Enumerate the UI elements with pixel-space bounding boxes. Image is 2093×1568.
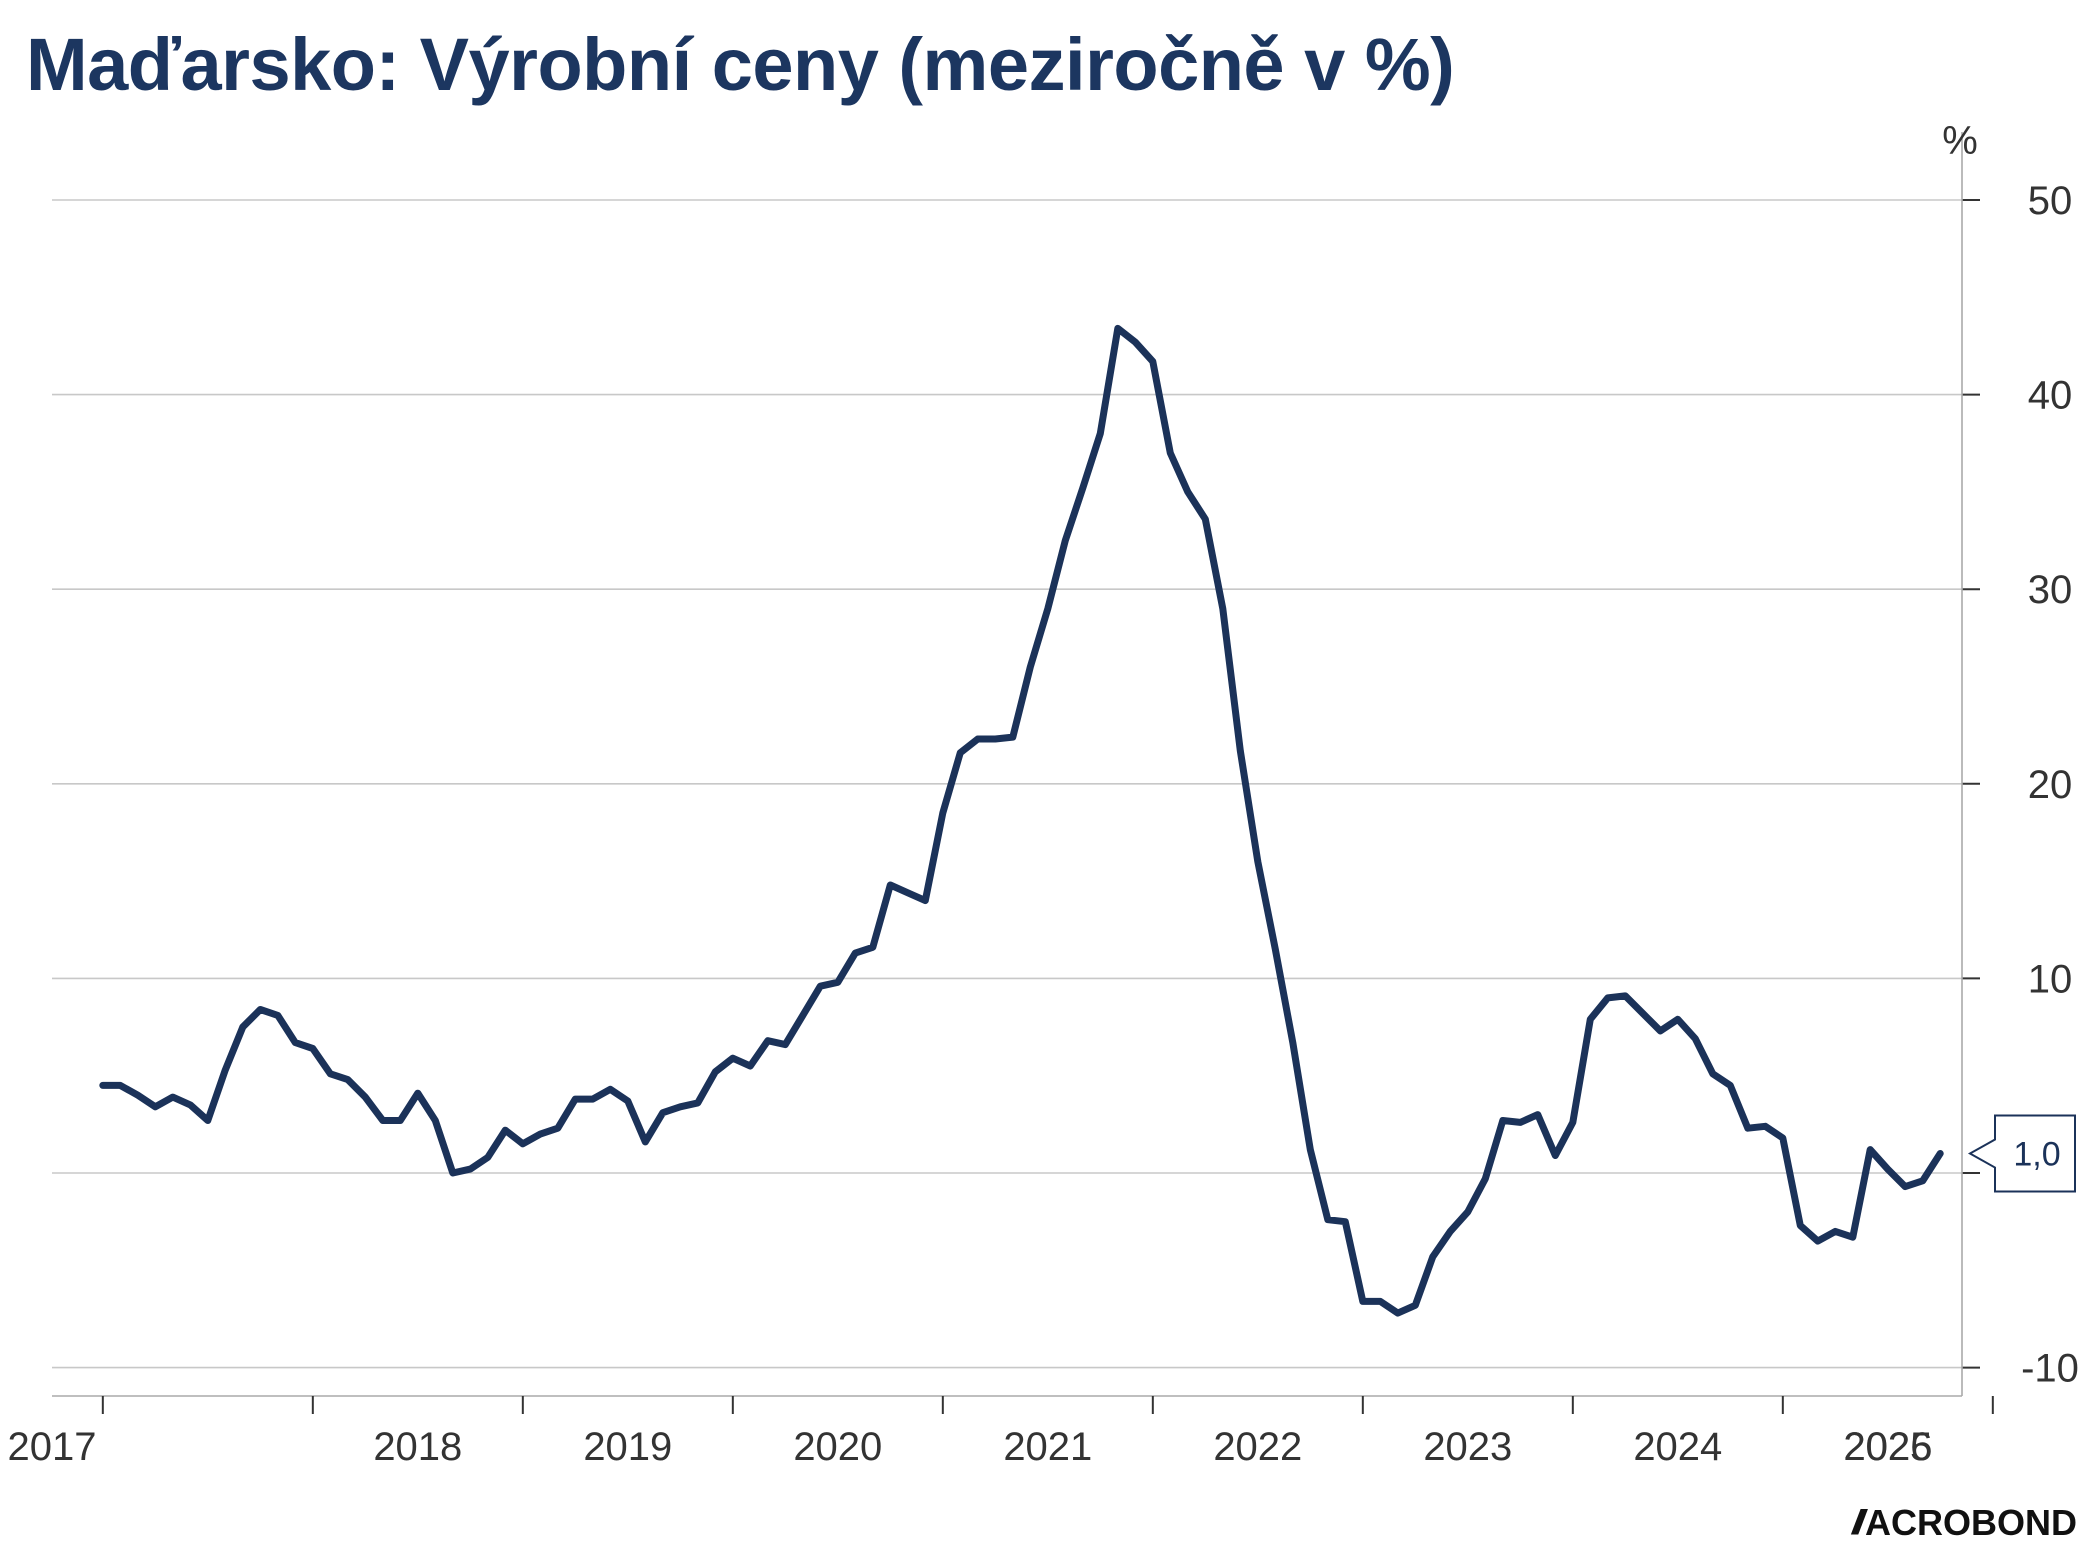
- y-tick-label: -10: [2021, 1347, 2079, 1391]
- x-tick-label: 2019: [583, 1425, 672, 1469]
- series-layer: [99, 324, 1944, 1317]
- axes: [52, 132, 1994, 1414]
- x-tick-label: 2026: [1844, 1425, 1933, 1469]
- x-tick-label: 2018: [373, 1425, 462, 1469]
- x-tick-label: 2022: [1213, 1425, 1302, 1469]
- labels: -10 10 20 30 40 50% 2017 2018 2019 2020 2021 2022 20…: [8, 119, 2079, 1469]
- chart-title: Maďarsko: Výrobní ceny (meziročně v %): [26, 23, 1455, 106]
- y-tick-label: 10: [2028, 957, 2073, 1001]
- x-tick-label: 2017: [8, 1425, 97, 1469]
- x-tick-label: 2021: [1003, 1425, 1092, 1469]
- y-tick-label: 30: [2028, 568, 2073, 612]
- x-tick-label: 2024: [1633, 1425, 1722, 1469]
- last-value-label: 1,0: [2013, 1136, 2060, 1174]
- x-tick-label: 2023: [1423, 1425, 1512, 1469]
- y-tick-label: 20: [2028, 763, 2073, 807]
- last-value-callout: [1967, 1114, 2076, 1193]
- logo-wordmark: ACROBOND: [1865, 1502, 2077, 1543]
- y-unit-label: %: [1942, 119, 1978, 163]
- y-tick-label: 40: [2028, 374, 2073, 418]
- logo-mark: //: [1852, 1503, 1865, 1542]
- series-line-producer-prices: [99, 324, 1944, 1317]
- x-tick-label: 2025: [1843, 1425, 1932, 1469]
- y-tick-label: 50: [2028, 179, 2073, 223]
- gridlines: [52, 199, 1962, 1369]
- x-tick-label: 2020: [793, 1425, 882, 1469]
- macrobond-logo: // ACROBOND: [1852, 1502, 2077, 1544]
